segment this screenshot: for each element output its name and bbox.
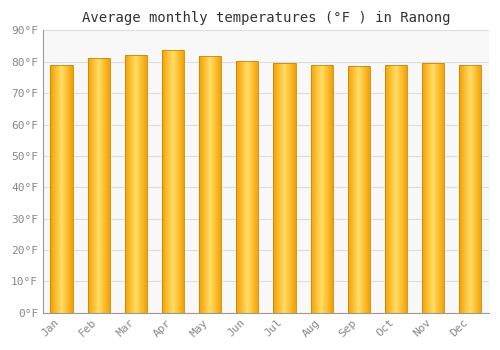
Bar xyxy=(199,56,222,313)
Title: Average monthly temperatures (°F ) in Ranong: Average monthly temperatures (°F ) in Ra… xyxy=(82,11,450,25)
Bar xyxy=(50,65,72,313)
Bar xyxy=(236,62,258,313)
Bar xyxy=(88,58,110,313)
Bar xyxy=(162,50,184,313)
Bar xyxy=(348,66,370,313)
Bar xyxy=(274,63,295,313)
Bar xyxy=(124,55,147,313)
Bar xyxy=(459,65,481,313)
Bar xyxy=(385,65,407,313)
Bar xyxy=(422,63,444,313)
Bar xyxy=(310,65,333,313)
